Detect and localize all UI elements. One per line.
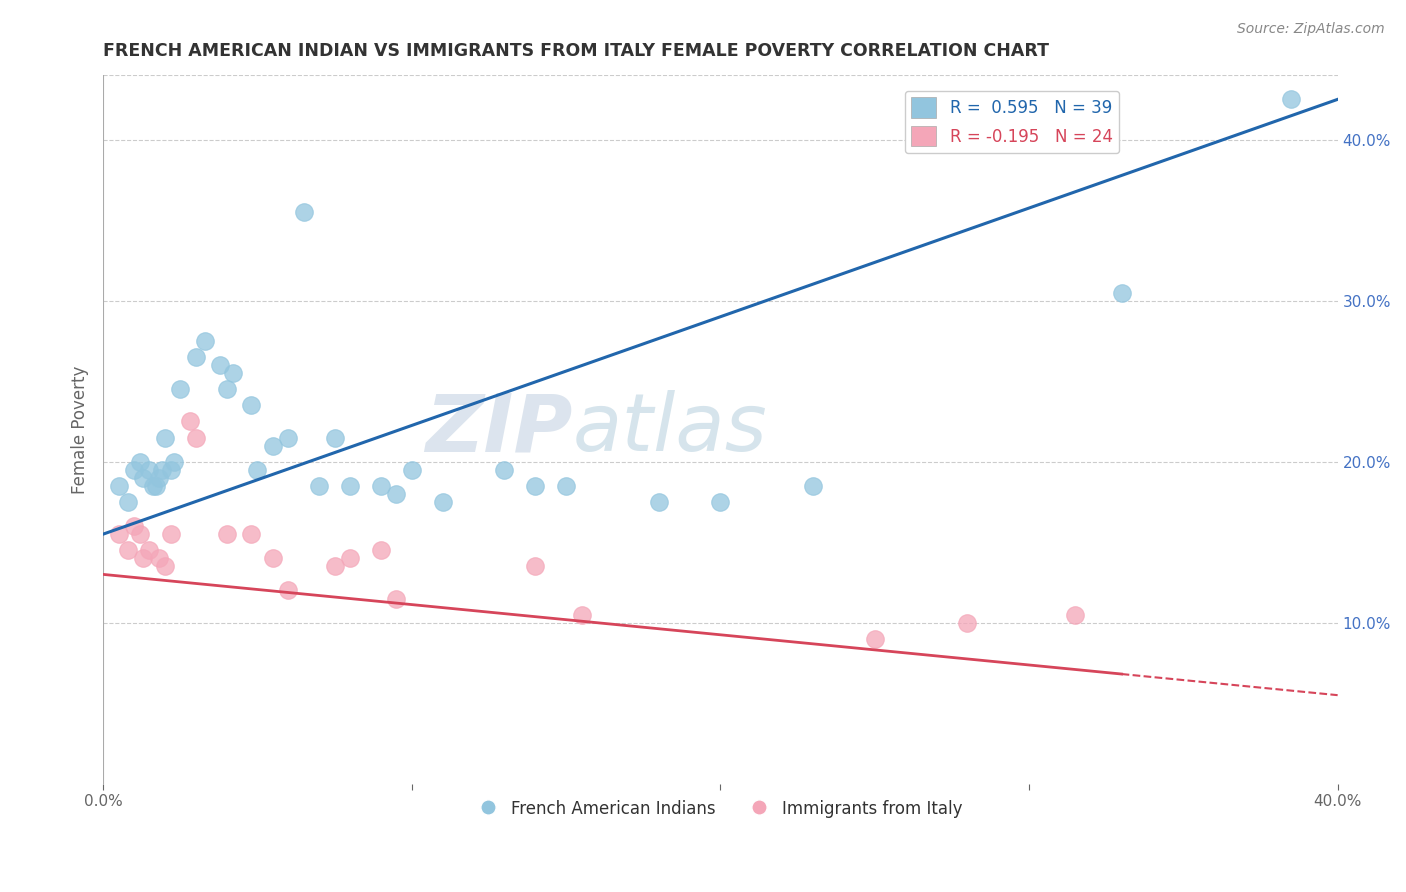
Point (107, 479, 129, 493)
Point (262, 551, 284, 566)
Point (107, 527, 129, 541)
Point (132, 471, 155, 485)
Point (160, 527, 183, 541)
Point (385, 591, 408, 606)
Point (132, 551, 155, 566)
Point (277, 583, 299, 598)
Point (432, 495, 454, 509)
Point (179, 414, 201, 428)
Point (1279, 92, 1302, 106)
Point (169, 382, 191, 396)
Point (571, 607, 593, 622)
Text: ZIP: ZIP (425, 391, 572, 468)
Point (555, 479, 578, 493)
Point (117, 495, 139, 509)
Point (647, 495, 669, 509)
Point (370, 543, 392, 558)
Point (709, 495, 731, 509)
Point (240, 398, 263, 412)
Point (385, 487, 408, 501)
Point (1111, 285, 1133, 300)
Point (240, 527, 263, 541)
Point (215, 382, 238, 396)
Point (153, 430, 176, 444)
Point (246, 463, 269, 477)
Point (153, 559, 176, 574)
Point (122, 519, 145, 533)
Point (122, 463, 145, 477)
Point (1064, 607, 1087, 622)
Point (801, 479, 824, 493)
Point (184, 350, 207, 364)
Point (160, 463, 183, 477)
Point (194, 334, 217, 348)
Point (277, 430, 299, 444)
Point (148, 551, 170, 566)
Point (323, 559, 346, 574)
Point (339, 479, 361, 493)
Point (262, 439, 284, 453)
Y-axis label: Female Poverty: Female Poverty (72, 366, 89, 493)
Point (339, 551, 361, 566)
Point (209, 358, 232, 372)
Point (150, 463, 173, 477)
Point (308, 479, 330, 493)
Point (863, 632, 886, 646)
Point (524, 559, 547, 574)
Point (323, 430, 346, 444)
Point (215, 527, 238, 541)
Point (370, 479, 392, 493)
Point (184, 430, 207, 444)
Point (956, 615, 979, 630)
Text: FRENCH AMERICAN INDIAN VS IMMIGRANTS FROM ITALY FEMALE POVERTY CORRELATION CHART: FRENCH AMERICAN INDIAN VS IMMIGRANTS FRO… (103, 42, 1049, 60)
Point (148, 471, 170, 485)
Point (163, 455, 186, 469)
Point (401, 463, 423, 477)
Point (222, 366, 245, 380)
Text: Source: ZipAtlas.com: Source: ZipAtlas.com (1237, 22, 1385, 37)
Point (524, 479, 547, 493)
Point (494, 463, 516, 477)
Text: atlas: atlas (572, 391, 768, 468)
Point (129, 455, 152, 469)
Legend: French American Indians, Immigrants from Italy: French American Indians, Immigrants from… (471, 794, 970, 825)
Point (117, 543, 139, 558)
Point (141, 479, 163, 493)
Point (145, 479, 167, 493)
Point (138, 543, 160, 558)
Point (138, 463, 160, 477)
Point (129, 527, 152, 541)
Point (292, 205, 315, 219)
